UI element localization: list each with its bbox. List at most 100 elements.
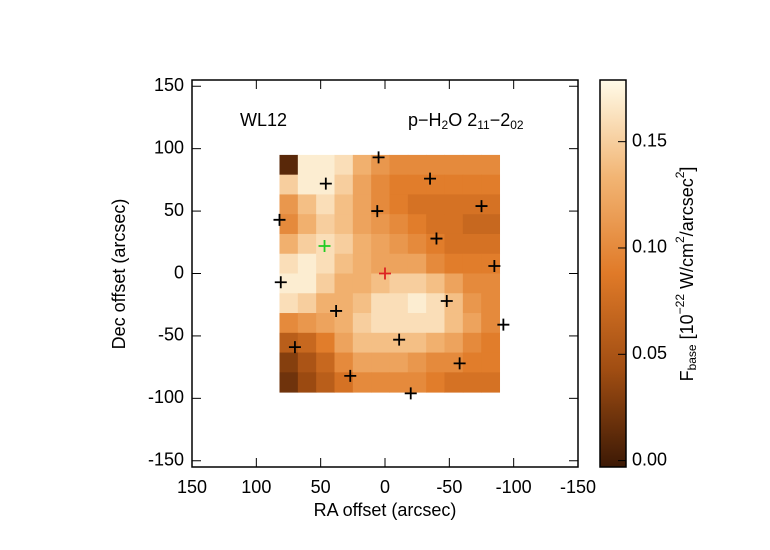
x-tick-label: 150 bbox=[177, 477, 207, 497]
heatmap-cell bbox=[426, 154, 446, 176]
heatmap-cell bbox=[481, 372, 501, 393]
heatmap-cell bbox=[389, 194, 409, 215]
heatmap-cell bbox=[371, 352, 391, 373]
heatmap-cell bbox=[352, 372, 372, 393]
heatmap-cell bbox=[279, 253, 299, 274]
heatmap-cell bbox=[444, 174, 464, 195]
heatmap-cell bbox=[407, 273, 427, 294]
y-tick-label: -50 bbox=[158, 325, 184, 345]
label-part: 2 bbox=[673, 236, 687, 243]
y-tick-label: 0 bbox=[174, 262, 184, 282]
heatmap-cell bbox=[371, 194, 391, 215]
heatmap-cell bbox=[297, 372, 317, 393]
label-part: 11 bbox=[477, 118, 490, 132]
heatmap-cell bbox=[334, 372, 354, 393]
heatmap-cell bbox=[407, 233, 427, 255]
heatmap-cell bbox=[279, 194, 299, 215]
heatmap-cell bbox=[371, 313, 391, 334]
heatmap-cell bbox=[352, 194, 372, 215]
heatmap-cell bbox=[407, 372, 427, 393]
heatmap-cell bbox=[297, 313, 317, 334]
heatmap-cell bbox=[316, 214, 335, 235]
heatmap-cell bbox=[334, 273, 354, 294]
marker-cross bbox=[344, 369, 357, 382]
label-part: 2 bbox=[673, 171, 687, 178]
heatmap-cell bbox=[371, 233, 391, 255]
heatmap-cell bbox=[279, 273, 299, 294]
x-tick-label: 50 bbox=[311, 477, 331, 497]
heatmap-cell bbox=[389, 214, 409, 235]
heatmap-cell bbox=[316, 313, 335, 334]
line-label: p−H2​O 211​−202​ bbox=[408, 110, 524, 132]
heatmap-cell bbox=[407, 293, 427, 314]
label-part: W/cm bbox=[677, 243, 697, 294]
heatmap-cell bbox=[389, 253, 409, 274]
heatmap-cell bbox=[481, 293, 501, 314]
marker-cross bbox=[497, 318, 510, 331]
heatmap-cell bbox=[407, 253, 427, 274]
heatmap-cell bbox=[297, 174, 317, 195]
heatmap-cell bbox=[444, 372, 464, 393]
label-part: O 2 bbox=[448, 110, 477, 130]
heatmap-cell bbox=[426, 293, 446, 314]
label-part: −22 bbox=[673, 294, 687, 315]
heatmap bbox=[279, 154, 501, 393]
heatmap-cell bbox=[426, 313, 446, 334]
y-tick-label: 100 bbox=[154, 137, 184, 157]
heatmap-cell bbox=[371, 372, 391, 393]
heatmap-cell bbox=[407, 214, 427, 235]
label-part: /arcsec bbox=[677, 178, 697, 236]
heatmap-cell bbox=[334, 154, 354, 176]
heatmap-cell bbox=[352, 352, 372, 373]
heatmap-cell bbox=[316, 293, 335, 314]
label-part: base bbox=[685, 344, 699, 370]
heatmap-cell bbox=[389, 154, 409, 176]
marker-cross bbox=[488, 260, 501, 273]
heatmap-cell bbox=[462, 332, 482, 354]
marker-cross bbox=[319, 177, 332, 190]
label-part: −2 bbox=[490, 110, 511, 130]
heatmap-cell bbox=[389, 174, 409, 195]
heatmap-cell bbox=[352, 313, 372, 334]
heatmap-cell bbox=[334, 332, 354, 354]
heatmap-cell bbox=[297, 214, 317, 235]
heatmap-cell bbox=[444, 233, 464, 255]
heatmap-cell bbox=[334, 313, 354, 334]
label-part: p−H bbox=[408, 110, 442, 130]
marker-cross bbox=[430, 232, 443, 245]
label-part: F bbox=[677, 370, 697, 381]
colorbar-tick-label: 0.00 bbox=[632, 449, 667, 469]
heatmap-cell bbox=[316, 253, 335, 274]
heatmap-cell bbox=[316, 372, 335, 393]
heatmap-cell bbox=[334, 253, 354, 274]
heatmap-cell bbox=[316, 194, 335, 215]
heatmap-cell bbox=[279, 233, 299, 255]
heatmap-cell bbox=[334, 214, 354, 235]
heatmap-cell bbox=[462, 352, 482, 373]
marker-cross bbox=[288, 341, 301, 354]
heatmap-cell bbox=[297, 352, 317, 373]
heatmap-cell bbox=[279, 214, 299, 235]
heatmap-cell bbox=[407, 154, 427, 176]
heatmap-cell bbox=[389, 233, 409, 255]
heatmap-cell bbox=[481, 313, 501, 334]
heatmap-cell bbox=[279, 352, 299, 373]
heatmap-cell bbox=[279, 313, 299, 334]
heatmap-cell bbox=[316, 273, 335, 294]
y-axis-label: Dec offset (arcsec) bbox=[109, 199, 129, 350]
heatmap-cell bbox=[334, 293, 354, 314]
heatmap-cell bbox=[481, 273, 501, 294]
heatmap-cell bbox=[444, 194, 464, 215]
heatmap-cell bbox=[444, 313, 464, 334]
y-tick-label: 50 bbox=[164, 200, 184, 220]
heatmap-cell bbox=[481, 194, 501, 215]
heatmap-cell bbox=[352, 253, 372, 274]
heatmap-cell bbox=[371, 154, 391, 176]
heatmap-cell bbox=[334, 174, 354, 195]
marker-cross bbox=[440, 294, 453, 307]
marker-cross bbox=[330, 304, 343, 317]
heatmap-cell bbox=[426, 352, 446, 373]
heatmap-cell bbox=[444, 214, 464, 235]
heatmap-cell bbox=[371, 293, 391, 314]
heatmap-cell bbox=[462, 253, 482, 274]
